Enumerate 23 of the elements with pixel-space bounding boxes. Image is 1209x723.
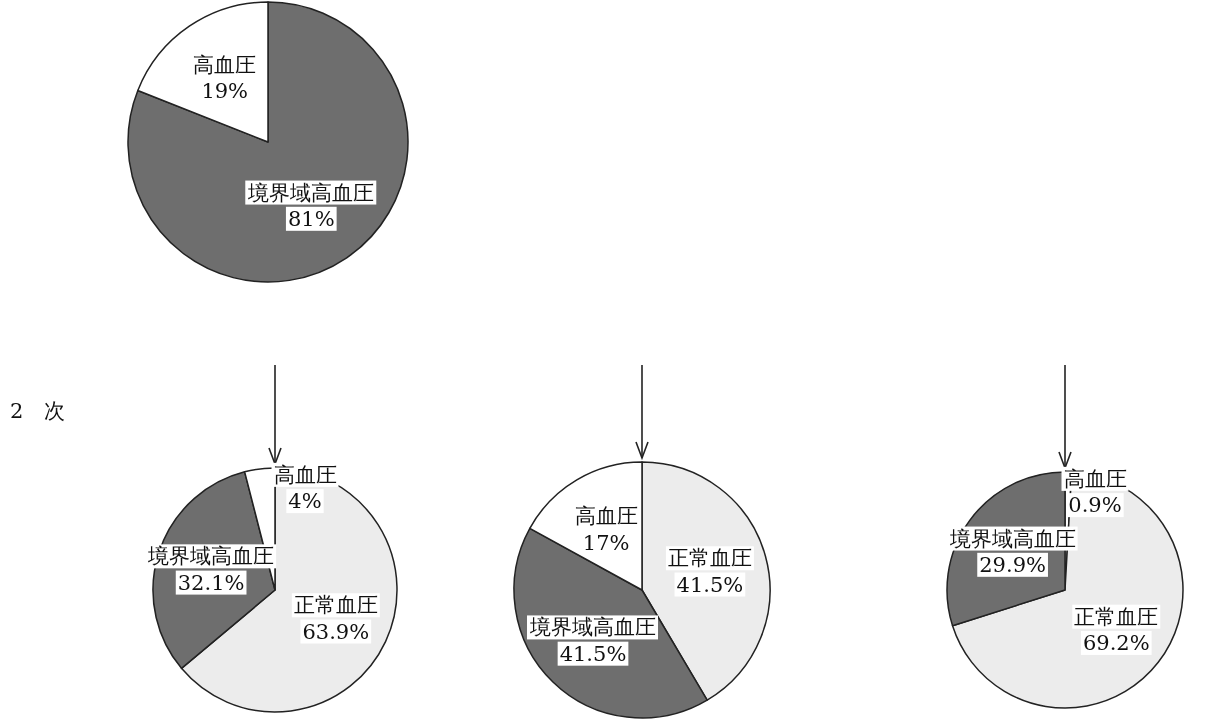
data-label: 41.5% [559, 641, 627, 666]
data-label: 19% [201, 79, 249, 104]
slice-label: 境界域高血圧 [948, 526, 1076, 551]
legend-label: 高血圧 [1063, 466, 1127, 491]
slice-label: 正常血圧 [293, 593, 378, 618]
slice-label: 高血圧 [193, 53, 257, 78]
data-label: 41.5% [676, 572, 744, 597]
data-label: 69.2% [1082, 630, 1150, 655]
slice-label: 境界域高血圧 [529, 615, 657, 640]
data-label: 32.1% [177, 570, 245, 595]
data-label: 17% [582, 530, 630, 555]
slice-label: 正常血圧 [667, 546, 752, 571]
slice-label: 高血圧 [574, 504, 638, 529]
data-label: 81% [287, 206, 335, 231]
data-label: 29.9% [979, 552, 1046, 577]
data-label: 4% [288, 489, 322, 514]
data-label: 63.9% [302, 619, 370, 644]
slice-label: 境界域高血圧 [147, 544, 275, 569]
legend-label: 高血圧 [273, 462, 337, 487]
slice-label: 正常血圧 [1074, 604, 1159, 629]
text: 2 次 [10, 399, 66, 423]
data-label: 0.9% [1068, 493, 1122, 518]
slice-label: 境界域高血圧 [247, 180, 375, 205]
